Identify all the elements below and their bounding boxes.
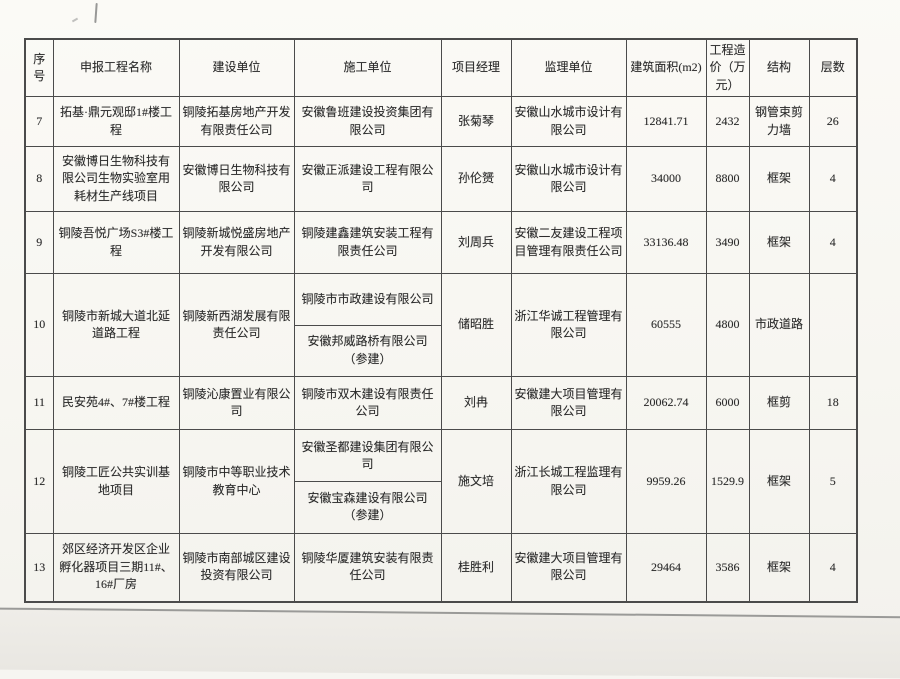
table-row: 13 郊区经济开发区企业孵化器项目三期11#、16#厂房 铜陵市南部城区建设投资…	[24, 533, 858, 603]
cell-floors: 18	[808, 376, 858, 431]
cell-builder: 铜陵拓基房地产开发有限责任公司	[178, 96, 295, 148]
cell-contractor: 安徽圣都建设集团有限公司安徽宝森建设有限公司（参建）	[293, 429, 442, 535]
cell-cost: 6000	[705, 376, 750, 431]
cell-structure: 市政道路	[748, 273, 810, 378]
cell-builder: 铜陵新城悦盛房地产开发有限公司	[178, 211, 295, 275]
header-structure: 结构	[748, 38, 810, 98]
cell-serial-no: 11	[24, 376, 54, 431]
cell-floors: 4	[808, 146, 858, 213]
cell-supervisor: 安徽二友建设工程项目管理有限责任公司	[510, 211, 627, 275]
cell-project-name: 民安苑4#、7#楼工程	[52, 376, 180, 431]
table-row: 7 拓基·鼎元观邸1#楼工程 铜陵拓基房地产开发有限责任公司 安徽鲁班建设投资集…	[24, 96, 858, 148]
cell-contractor: 安徽正派建设工程有限公司	[293, 146, 442, 213]
header-contractor: 施工单位	[293, 38, 442, 98]
cell-structure: 框架	[748, 533, 810, 603]
cell-area: 20062.74	[625, 376, 707, 431]
cell-supervisor: 安徽建大项目管理有限公司	[510, 533, 627, 603]
table-row: 9 铜陵吾悦广场S3#楼工程 铜陵新城悦盛房地产开发有限公司 铜陵建鑫建筑安装工…	[24, 211, 858, 275]
cell-serial-no: 10	[24, 273, 54, 378]
cell-area: 9959.26	[625, 429, 707, 535]
cell-contractor: 铜陵市市政建设有限公司安徽邦威路桥有限公司（参建）	[293, 273, 442, 378]
cell-contractor: 安徽鲁班建设投资集团有限公司	[293, 96, 442, 148]
cell-supervisor: 浙江华诚工程管理有限公司	[510, 273, 627, 378]
contractor-entry: 铜陵市双木建设有限责任公司	[301, 386, 434, 419]
contractor-entry: 铜陵建鑫建筑安装工程有限责任公司	[301, 226, 434, 258]
cell-area: 60555	[625, 273, 707, 378]
cell-floors: 4	[808, 533, 858, 603]
cell-cost: 3490	[705, 211, 750, 275]
table-row: 10 铜陵市新城大道北延道路工程 铜陵新西湖发展有限责任公司 铜陵市市政建设有限…	[24, 273, 858, 378]
cell-builder: 铜陵沁康置业有限公司	[178, 376, 295, 431]
header-row: 序号 申报工程名称 建设单位 施工单位 项目经理 监理单位 建筑面积(m2) 工…	[24, 38, 858, 98]
cell-structure: 框剪	[748, 376, 810, 431]
cell-cost: 2432	[705, 96, 750, 148]
cell-manager: 刘周兵	[440, 211, 512, 275]
cell-serial-no: 9	[24, 211, 54, 275]
cell-manager: 施文培	[440, 429, 512, 535]
cell-builder: 安徽博日生物科技有限公司	[178, 146, 295, 213]
cell-manager: 储昭胜	[440, 273, 512, 378]
cell-floors: 26	[808, 96, 858, 148]
contractor-entry: 安徽宝森建设有限公司（参建）	[295, 481, 440, 533]
cell-builder: 铜陵新西湖发展有限责任公司	[178, 273, 295, 378]
header-builder: 建设单位	[178, 38, 295, 98]
table-row: 11 民安苑4#、7#楼工程 铜陵沁康置业有限公司 铜陵市双木建设有限责任公司 …	[24, 376, 858, 431]
cell-floors: 4	[808, 211, 858, 275]
table-row: 8 安徽博日生物科技有限公司生物实验室用耗材生产线项目 安徽博日生物科技有限公司…	[24, 146, 858, 213]
cell-serial-no: 7	[24, 96, 54, 148]
projects-table: 序号 申报工程名称 建设单位 施工单位 项目经理 监理单位 建筑面积(m2) 工…	[24, 38, 858, 603]
contractor-entry: 安徽鲁班建设投资集团有限公司	[301, 105, 434, 137]
cell-area: 12841.71	[625, 96, 707, 148]
cell-area: 34000	[625, 146, 707, 213]
cell-cost: 8800	[705, 146, 750, 213]
cell-cost: 4800	[705, 273, 750, 378]
cell-project-name: 铜陵吾悦广场S3#楼工程	[52, 211, 180, 275]
cell-project-name: 拓基·鼎元观邸1#楼工程	[52, 96, 180, 148]
cell-supervisor: 安徽山水城市设计有限公司	[510, 146, 627, 213]
cell-manager: 刘冉	[440, 376, 512, 431]
cell-manager: 张菊琴	[440, 96, 512, 148]
header-area: 建筑面积(m2)	[625, 38, 707, 98]
cell-builder: 铜陵市南部城区建设投资有限公司	[178, 533, 295, 603]
cell-manager: 孙伦赟	[440, 146, 512, 213]
cell-cost: 3586	[705, 533, 750, 603]
header-supervisor: 监理单位	[510, 38, 627, 98]
cell-project-name: 郊区经济开发区企业孵化器项目三期11#、16#厂房	[52, 533, 180, 603]
cell-serial-no: 8	[24, 146, 54, 213]
header-project-name: 申报工程名称	[52, 38, 180, 98]
cell-supervisor: 安徽山水城市设计有限公司	[510, 96, 627, 148]
cell-project-name: 铜陵工匠公共实训基地项目	[52, 429, 180, 535]
header-no: 序号	[24, 38, 54, 98]
cell-cost: 1529.9	[705, 429, 750, 535]
cell-structure: 框架	[748, 211, 810, 275]
cell-manager: 桂胜利	[440, 533, 512, 603]
table-row: 12 铜陵工匠公共实训基地项目 铜陵市中等职业技术教育中心 安徽圣都建设集团有限…	[24, 429, 858, 535]
cell-supervisor: 安徽建大项目管理有限公司	[510, 376, 627, 431]
cell-structure: 钢管束剪力墙	[748, 96, 810, 148]
contractor-entry: 铜陵华厦建筑安装有限责任公司	[301, 551, 434, 583]
cell-contractor: 铜陵建鑫建筑安装工程有限责任公司	[293, 211, 442, 275]
cell-contractor: 铜陵华厦建筑安装有限责任公司	[293, 533, 442, 603]
header-manager: 项目经理	[440, 38, 512, 98]
cell-area: 33136.48	[625, 211, 707, 275]
cell-supervisor: 浙江长城工程监理有限公司	[510, 429, 627, 535]
scanner-page-edge	[0, 607, 900, 679]
cell-area: 29464	[625, 533, 707, 603]
cell-project-name: 安徽博日生物科技有限公司生物实验室用耗材生产线项目	[52, 146, 180, 213]
contractor-entry: 安徽正派建设工程有限公司	[301, 162, 434, 195]
header-cost: 工程造价（万元）	[705, 38, 750, 98]
contractor-entry: 安徽圣都建设集团有限公司	[301, 439, 434, 471]
cell-structure: 框架	[748, 429, 810, 535]
contractor-entry: 安徽邦威路桥有限公司（参建）	[295, 324, 440, 376]
contractor-entry: 铜陵市市政建设有限公司	[301, 291, 434, 306]
cell-structure: 框架	[748, 146, 810, 213]
cell-contractor: 铜陵市双木建设有限责任公司	[293, 376, 442, 431]
cell-builder: 铜陵市中等职业技术教育中心	[178, 429, 295, 535]
cell-serial-no: 13	[24, 533, 54, 603]
cell-serial-no: 12	[24, 429, 54, 535]
cell-project-name: 铜陵市新城大道北延道路工程	[52, 273, 180, 378]
cell-floors: 5	[808, 429, 858, 535]
header-floors: 层数	[808, 38, 858, 98]
cell-floors	[808, 273, 858, 378]
